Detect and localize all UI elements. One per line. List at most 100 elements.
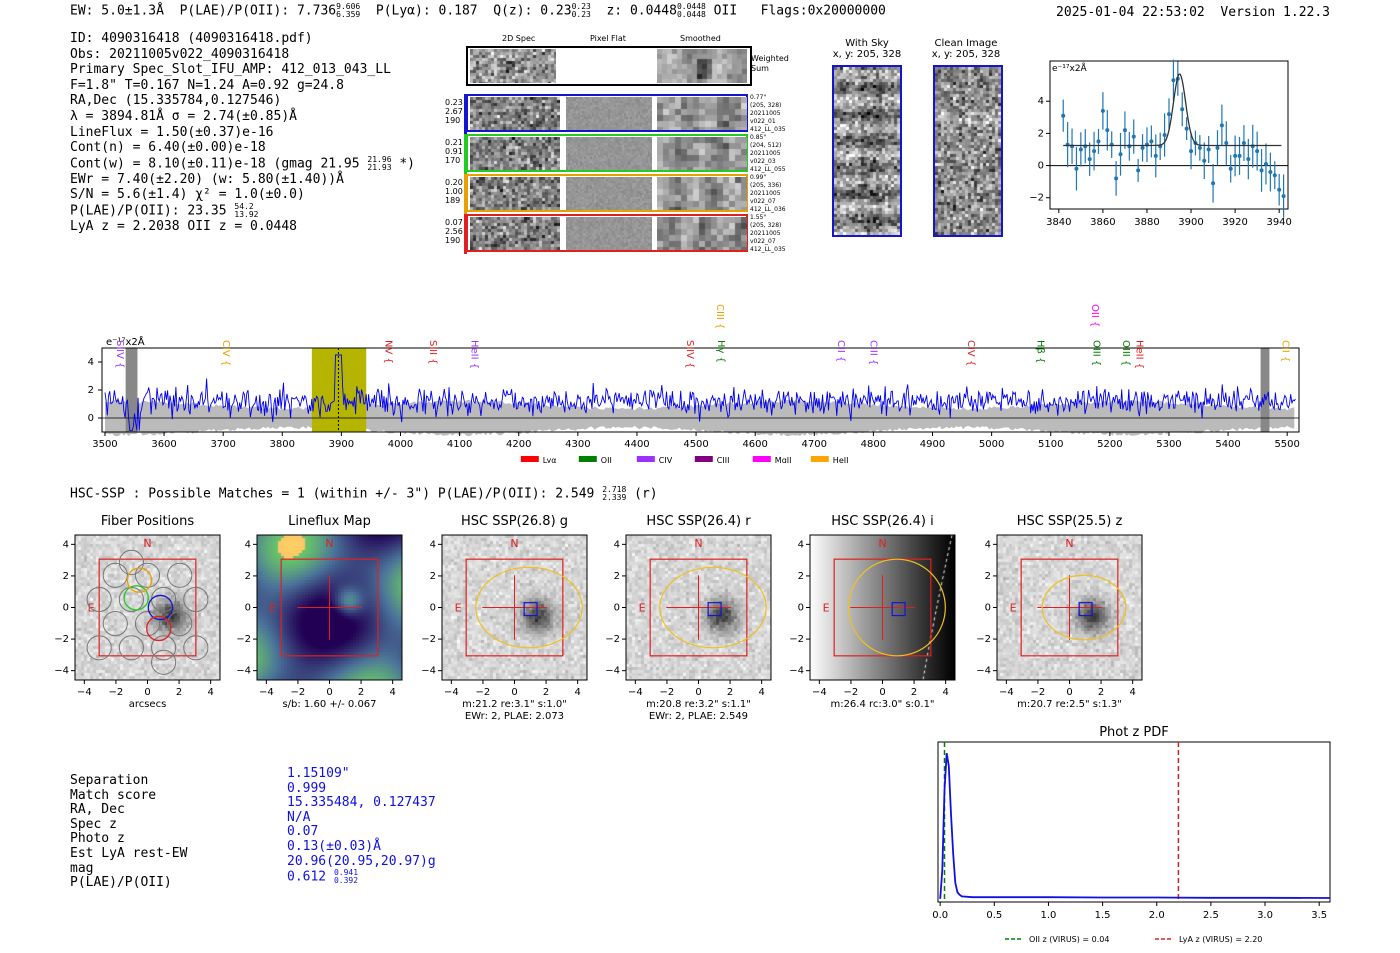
info-plae-bounds: 54.2 13.92 bbox=[234, 202, 259, 220]
cutout-stat: 0.91 bbox=[445, 147, 463, 156]
fiber-circle bbox=[86, 586, 112, 613]
match-label-radec: RA, Dec bbox=[70, 802, 125, 818]
fiber-circle bbox=[118, 635, 144, 661]
panel-ytick-label: 0 bbox=[985, 603, 991, 614]
photz-pdf-chart: Phot z PDF 0.0 0.5 1.0 1.5 2.0 2.5 3.0 3.5 OII z … bbox=[932, 725, 1331, 944]
info-ewr: EWr = 7.40(±2.20) (w: 5.80(±1.40))Å bbox=[70, 171, 344, 187]
header-version-block: 2025-01-04 22:53:02 Version 1.22.3 bbox=[1056, 5, 1330, 20]
fiber-third bbox=[126, 567, 153, 593]
spectrum-xtick-label: 3600 bbox=[151, 439, 176, 450]
cutout-meta-line: 412_LL_035 bbox=[750, 246, 786, 253]
spectrum-xtick-label: 3800 bbox=[270, 439, 295, 450]
zoom-data-point bbox=[1105, 128, 1110, 133]
east-label: E bbox=[639, 602, 646, 615]
match-label-plae: P(LAE)/P(OII) bbox=[70, 875, 172, 891]
spectrum-legend-label: MgII bbox=[775, 456, 792, 463]
panel-xtick-label: −2 bbox=[109, 687, 124, 698]
zoom-data-point bbox=[1263, 161, 1268, 166]
aperture-box bbox=[833, 558, 932, 657]
zoom-data-point bbox=[1268, 170, 1273, 174]
clean-image bbox=[933, 65, 1003, 237]
spectrum-unit-label: e⁻¹⁷x2Å bbox=[106, 335, 145, 348]
col-2d-spec: 2D Spec bbox=[502, 34, 536, 43]
aperture-box bbox=[465, 558, 564, 657]
match-plae-bounds: 0.941 0.392 bbox=[333, 868, 359, 886]
fiber-circle bbox=[167, 562, 193, 588]
galaxy-ellipse bbox=[1041, 574, 1127, 641]
panel-caption: m:21.2 re:3.1" s:1.0" bbox=[462, 699, 567, 710]
panel-ytick-label: −2 bbox=[976, 634, 991, 645]
match-label-lyaew: Est LyA rest-EW bbox=[70, 845, 188, 861]
cutout-stat: 1.00 bbox=[445, 187, 463, 196]
spectrum-legend-swatch bbox=[636, 456, 655, 462]
header-plae-bounds: 9.606 6.359 bbox=[336, 2, 361, 19]
spectrum-legend-label: Lyα bbox=[543, 456, 557, 463]
header-flags: Flags:0x20000000 bbox=[760, 3, 886, 19]
panel-xtick-label: −4 bbox=[999, 687, 1014, 698]
panel-xtick-label: 2 bbox=[1098, 687, 1104, 698]
panel-ytick-label: −2 bbox=[54, 634, 69, 645]
cutout-meta-line: 1.55" bbox=[750, 214, 767, 221]
cutout-row-frame bbox=[466, 174, 748, 212]
spectrum-line-label: CIII { bbox=[714, 304, 725, 329]
header-plae: P(LAE)/P(OII): 7.736 bbox=[179, 3, 337, 19]
panel-caption: m:20.7 re:2.5" s:1.3" bbox=[1017, 699, 1122, 710]
panel-ytick-label: −2 bbox=[236, 634, 251, 645]
spectrum-xtick-label: 4300 bbox=[565, 439, 590, 450]
spectrum-xtick-label: 5300 bbox=[1156, 439, 1181, 450]
zoom-data-point bbox=[1180, 107, 1185, 112]
zoom-data-point bbox=[1233, 153, 1238, 158]
cutout-meta-line: v022_07 bbox=[750, 198, 776, 205]
cutout-stat: 2.67 bbox=[445, 107, 463, 116]
zoom-data-point bbox=[1237, 153, 1242, 158]
fiber-primary bbox=[147, 594, 174, 621]
zoom-xtick-label: 3860 bbox=[1090, 217, 1115, 228]
spectrum-legend-swatch bbox=[520, 456, 539, 462]
spectrum-xtick-label: 3900 bbox=[329, 439, 354, 450]
spectrum-line-label: HeII { bbox=[468, 340, 479, 369]
panel-ytick-label: −2 bbox=[789, 634, 804, 645]
header-qz-bounds: 0.23 0.23 bbox=[571, 2, 591, 19]
panel-xtick-label: 4 bbox=[574, 687, 580, 698]
north-label: N bbox=[694, 537, 702, 550]
panel-ytick-label: 2 bbox=[245, 571, 251, 582]
cutout-pixel-flat bbox=[566, 97, 652, 130]
zoom-data-point bbox=[1171, 78, 1176, 83]
zoom-data-point bbox=[1281, 194, 1286, 199]
panel-xtick-label: −2 bbox=[660, 687, 675, 698]
cutout-smoothed bbox=[657, 177, 747, 210]
cutout-meta-line: (205, 336) bbox=[750, 182, 782, 189]
panel-xtick-label: 2 bbox=[543, 687, 549, 698]
fiber-circle bbox=[102, 562, 128, 588]
cutout-row-frame bbox=[466, 214, 748, 252]
panel-caption-2: EWr: 2, PLAE: 2.549 bbox=[649, 711, 748, 722]
panel-ytick-label: −4 bbox=[54, 666, 69, 677]
cutout-2d-spec bbox=[470, 97, 560, 130]
zoom-ytick-label: 4 bbox=[1038, 96, 1044, 107]
cutout-smoothed bbox=[657, 137, 747, 170]
zoom-data-point bbox=[1255, 149, 1260, 154]
with-sky-title: With Sky bbox=[845, 38, 889, 49]
full-spectrum-chart: 3500 3600 3700 3800 3900 4000 4100 4200 4300 4400… bbox=[88, 304, 1300, 463]
match-box bbox=[707, 602, 722, 617]
zoom-data-point bbox=[1211, 181, 1216, 186]
spectrum-xtick-label: 4400 bbox=[624, 439, 649, 450]
pdf-xtick-label: 1.5 bbox=[1095, 910, 1111, 921]
match-value-plae: 0.612 0.941 0.392 bbox=[287, 868, 359, 886]
pdf-xtick-label: 0.5 bbox=[986, 910, 1002, 921]
col-smoothed: Smoothed bbox=[680, 34, 721, 43]
panel-title: HSC SSP(25.5) z bbox=[1016, 514, 1123, 529]
aperture-box bbox=[1020, 558, 1119, 657]
spectrum-xtick-label: 5500 bbox=[1274, 439, 1299, 450]
zoom-xtick-label: 3920 bbox=[1222, 217, 1247, 228]
info-lambda: λ = 3894.81Å σ = 2.74(±0.85)Å bbox=[70, 108, 297, 124]
pdf-xtick-label: 2.5 bbox=[1203, 910, 1219, 921]
info-plae: P(LAE)/P(OII): 23.35 54.2 13.92 bbox=[70, 202, 259, 220]
header-timestamp: 2025-01-04 22:53:02 bbox=[1056, 5, 1205, 20]
cutout-row-stats: 0.21 0.91 170 bbox=[445, 138, 463, 165]
match-value-score: 0.999 bbox=[287, 780, 327, 796]
panel-ytick-label: 4 bbox=[245, 539, 251, 550]
info-params: F=1.8" T=0.167 N=1.24 A=0.92 g=24.8 bbox=[70, 77, 344, 93]
galaxy-ellipse bbox=[475, 566, 583, 649]
